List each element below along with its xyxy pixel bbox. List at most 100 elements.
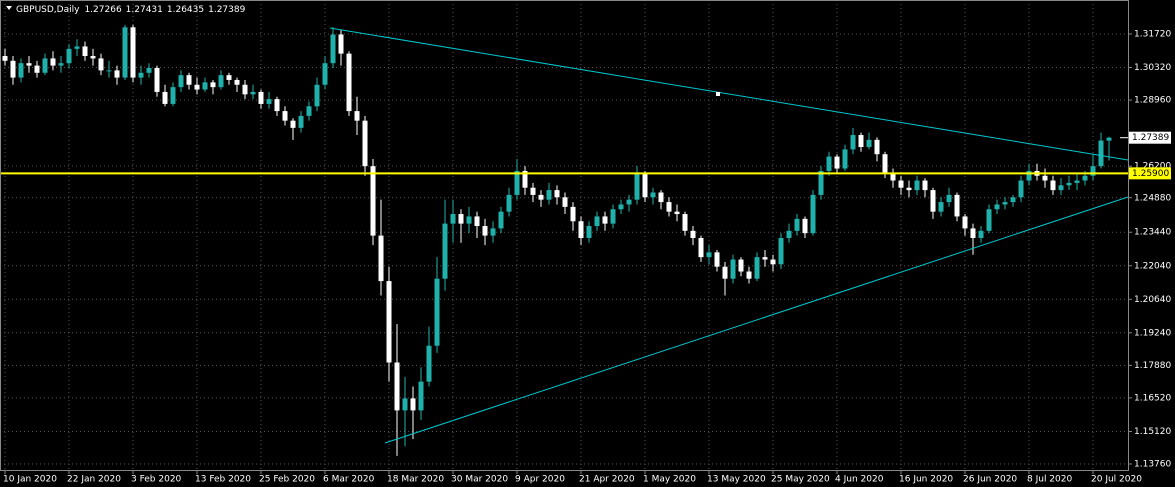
x-tick-label: 25 May 2020 [771,475,830,485]
y-tick-label: 1.13760 [1134,460,1171,470]
candle-body [474,216,480,227]
candle-body [562,197,568,207]
candle-body [962,216,968,229]
menu-arrow [6,6,12,10]
candle-body [42,58,48,73]
candle-body [98,58,104,71]
candle-body [778,237,784,265]
candle-body [938,202,944,212]
candle-body [554,190,560,198]
candle-body [226,75,232,80]
candle-body [858,135,864,148]
candle-body [794,218,800,231]
candle-body [82,46,88,57]
level-label-box [1129,167,1171,180]
candle-body [866,139,872,148]
candle-body [1106,137,1112,141]
candle-body [74,46,80,49]
candle-body [602,216,608,224]
candle-body [386,281,392,363]
y-tick-label: 1.20640 [1134,295,1171,305]
x-tick-label: 25 Feb 2020 [259,475,315,485]
y-tick-label: 1.17880 [1134,361,1171,371]
candle-body [626,199,632,205]
y-tick-label: 1.16520 [1134,393,1171,403]
candle-body [842,149,848,169]
candle-body [570,206,576,222]
y-tick-label: 1.26200 [1134,162,1171,172]
candle-body [578,221,584,238]
trend-line [329,27,1129,161]
x-tick-label: 8 Jul 2020 [1027,475,1072,485]
candle-body [1018,180,1024,198]
candle-body [234,79,240,85]
candle-body [970,228,976,238]
candle-body [930,190,936,212]
x-tick-label: 18 Mar 2020 [387,475,444,485]
candle-body [210,82,216,88]
chart-title: GBPUSD,Daily [16,5,80,15]
x-tick-label: 21 Apr 2020 [579,475,635,485]
candle-body [122,27,128,78]
candle-body [618,204,624,210]
candle-body [1074,180,1080,183]
candle-body [90,56,96,59]
candle-body [986,209,992,231]
candle-body [882,154,888,174]
x-tick-label: 10 Jan 2020 [3,475,57,485]
candle-body [1010,197,1016,203]
candle-body [594,216,600,227]
candle-body [922,180,928,191]
candle-body [346,53,352,112]
candle-body [298,115,304,128]
y-tick-label: 1.23440 [1134,228,1171,238]
x-tick-label: 1 May 2020 [643,475,696,485]
candle-body [586,226,592,238]
candle-body [66,48,72,64]
candle-body [466,216,472,224]
low-value: 1.26435 [167,5,204,15]
candle-body [2,56,8,61]
candle-body [690,230,696,238]
trend-line [384,196,1129,444]
candle-body [418,381,424,411]
x-tick-label: 22 Jan 2020 [67,475,121,485]
candle-body [266,99,272,104]
candle-body [522,170,528,188]
candle-body [202,82,208,90]
candle-body [402,398,408,411]
close-value: 1.27389 [208,5,245,15]
candle-body [170,87,176,104]
candle-body [1098,140,1104,167]
candle-body [714,252,720,267]
candle-body [482,226,488,236]
candle-body [746,271,752,279]
candle-body [250,91,256,95]
candle-body [530,187,536,195]
level-label: 1.25900 [1132,169,1169,179]
candle-body [730,259,736,279]
candle-body [154,67,160,92]
candle-body [370,166,376,236]
candle-body [914,180,920,191]
candle-body [1026,170,1032,181]
y-tick-label: 1.15120 [1134,427,1171,437]
candle-body [770,259,776,265]
candle-body [786,230,792,238]
candle-body [146,67,152,73]
x-tick-label: 4 Jun 2020 [835,475,884,485]
candle-body [1066,182,1072,186]
candle-body [1090,166,1096,176]
candle-body [354,111,360,121]
candle-body [58,63,64,66]
candle-body [754,257,760,279]
candle-body [274,99,280,112]
candle-body [378,235,384,282]
plot-border [0,0,1129,471]
candle-body [850,135,856,150]
x-tick-label: 9 Apr 2020 [515,475,565,485]
candle-body [322,63,328,85]
price-label: 1.27389 [1132,133,1169,143]
